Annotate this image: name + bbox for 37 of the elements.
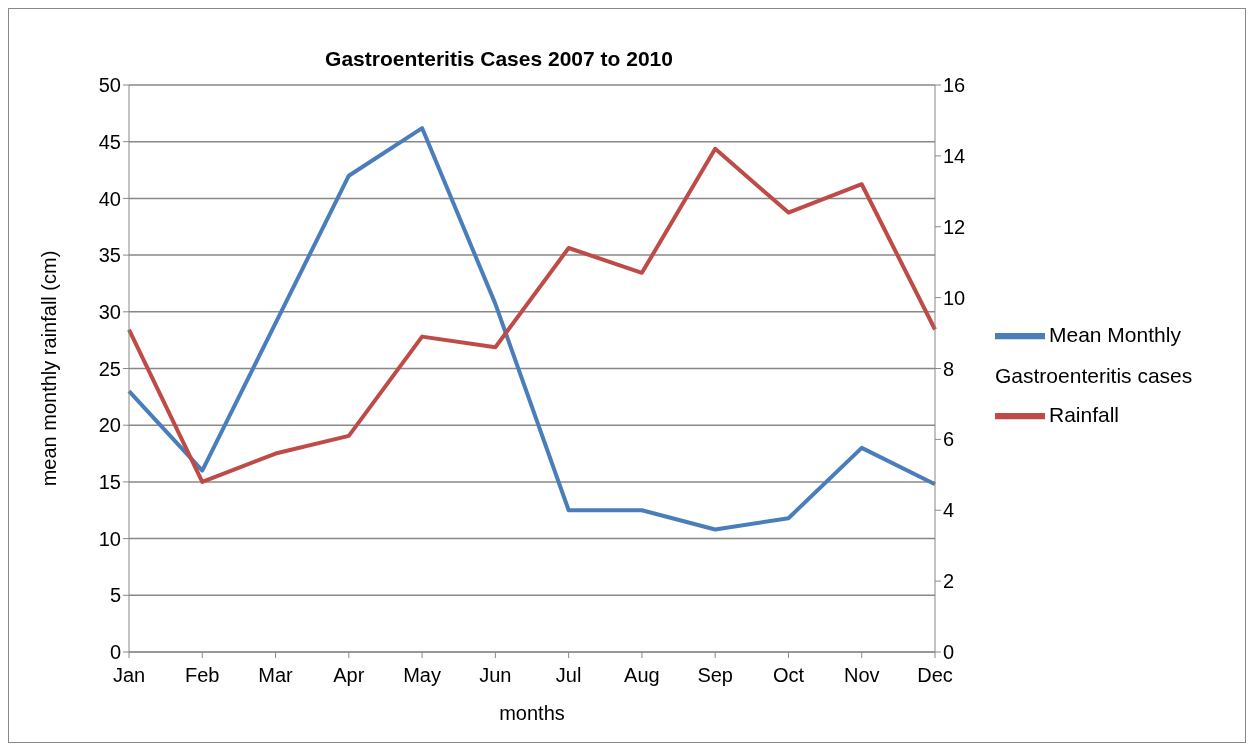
y-tick-label: 40	[98, 187, 121, 210]
y-tick-label: 45	[98, 130, 121, 153]
x-tick-label: Dec	[917, 664, 953, 687]
y-axis-title: mean monthly rainfall (cm)	[38, 250, 61, 487]
x-tick-label: Aug	[624, 664, 660, 687]
x-tick-label: Nov	[843, 664, 880, 687]
chart-title: Gastroenteritis Cases 2007 to 2010	[324, 47, 674, 71]
x-tick-label: Sep	[697, 664, 733, 687]
x-tick-label: May	[403, 664, 441, 687]
y2-tick-label: 14	[943, 144, 966, 167]
x-axis-title: months	[499, 702, 565, 724]
y-tick-label: 25	[98, 357, 121, 380]
x-tick-label: Jan	[112, 664, 146, 687]
y2-tick-label: 12	[943, 215, 966, 238]
x-tick-label: Jul	[555, 664, 582, 687]
x-tick-label: Apr	[333, 664, 365, 687]
y-tick-label: 30	[98, 300, 121, 323]
y-tick-label: 50	[98, 74, 121, 97]
x-tick-label: Mar	[258, 664, 294, 687]
y2-tick-label: 4	[943, 499, 955, 522]
x-tick-label: Feb	[185, 664, 220, 687]
y2-tick-label: 2	[943, 570, 955, 593]
legend-label: Rainfall	[1049, 402, 1120, 426]
y-tick-label: 5	[109, 584, 121, 607]
y2-tick-label: 10	[943, 286, 966, 309]
x-tick-label: Oct	[772, 664, 805, 687]
y2-tick-label: 0	[943, 641, 955, 664]
y2-tick-label: 16	[943, 74, 966, 97]
y2-tick-label: 8	[943, 357, 955, 380]
y-tick-label: 20	[98, 414, 121, 437]
y-tick-label: 35	[98, 244, 121, 267]
y2-tick-label: 6	[943, 428, 955, 451]
y-tick-label: 10	[98, 527, 121, 550]
y-tick-label: 0	[109, 641, 121, 664]
y-tick-label: 15	[98, 471, 121, 493]
x-tick-label: Jun	[479, 664, 512, 687]
legend-label: Mean Monthly Gastroenteritis cases	[995, 322, 1193, 387]
